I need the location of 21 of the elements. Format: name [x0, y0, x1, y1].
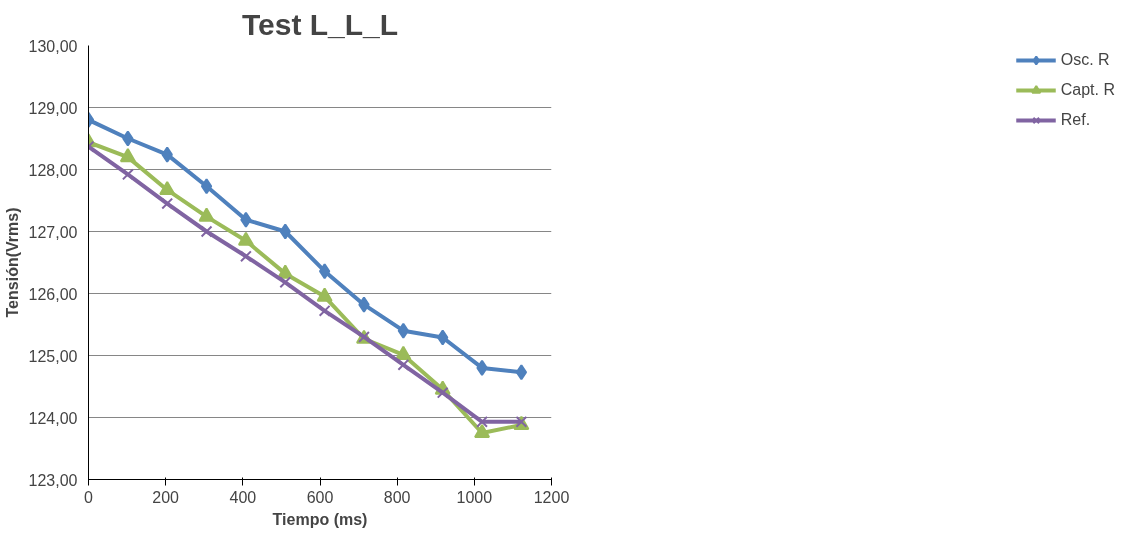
y-tick-label: 127,00 — [28, 223, 78, 241]
y-tick-label: 125,00 — [28, 347, 78, 365]
x-tick-label: 0 — [84, 488, 94, 506]
x-tick-label: 400 — [229, 488, 257, 506]
legend-label: Capt. R — [1060, 81, 1115, 99]
x-axis-title: Tiempo (ms) — [272, 510, 368, 528]
y-tick-label: 128,00 — [28, 161, 78, 179]
y-tick-label: 123,00 — [28, 471, 78, 489]
legend-label: Osc. R — [1060, 51, 1110, 69]
y-axis-title: Tensión(Vrms) — [3, 207, 21, 318]
x-tick-label: 600 — [306, 488, 334, 506]
x-tick-label: 800 — [383, 488, 411, 506]
x-tick-label: 1000 — [456, 488, 493, 506]
x-tick-label: 200 — [152, 488, 180, 506]
legend-label: Ref. — [1060, 111, 1091, 129]
y-tick-label: 129,00 — [28, 99, 78, 117]
chart-title: Test L_L_L — [241, 7, 399, 41]
y-tick-label: 126,00 — [28, 285, 78, 303]
y-tick-label: 124,00 — [28, 409, 78, 427]
x-tick-label: 1200 — [533, 488, 570, 506]
y-tick-label: 130,00 — [28, 37, 78, 55]
